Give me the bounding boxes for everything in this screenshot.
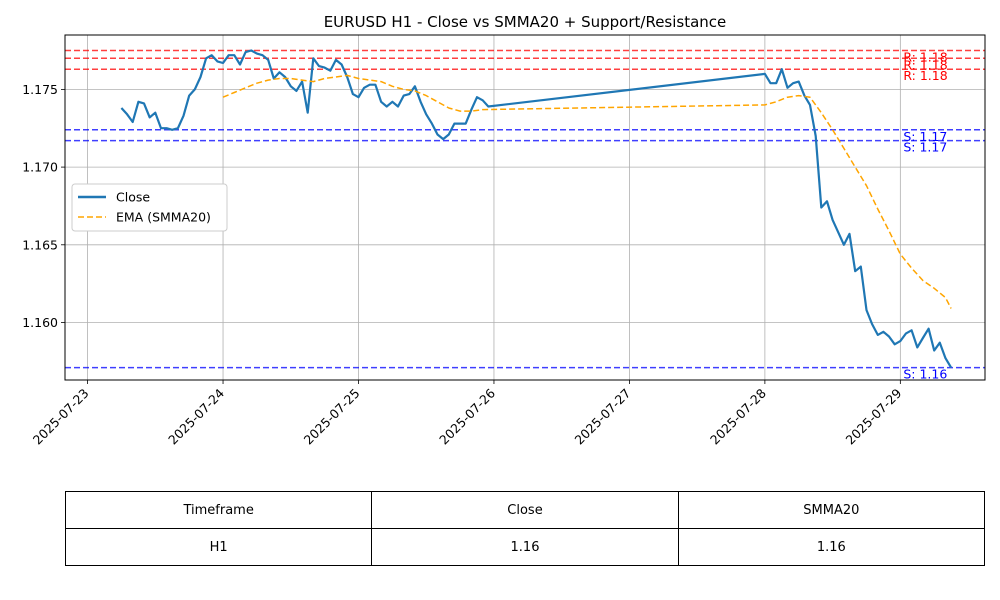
- table-header-cell: SMMA20: [677, 491, 986, 529]
- chart: EURUSD H1 - Close vs SMMA20 + Support/Re…: [22, 13, 986, 448]
- legend-smma-label: EMA (SMMA20): [116, 210, 211, 225]
- x-tick-label: 2025-07-29: [842, 385, 904, 447]
- table-cell: 1.16: [371, 528, 679, 566]
- table-header-cell: Close: [371, 491, 679, 529]
- table-row: H1 1.16 1.16: [64, 528, 986, 566]
- plot-frame: [64, 34, 986, 381]
- table-cell: H1: [64, 528, 373, 566]
- resistance-label: R: 1.18: [903, 50, 947, 65]
- smma20-series-line: [222, 74, 952, 309]
- support-label: S: 1.16: [903, 367, 947, 382]
- summary-table: Timeframe Close SMMA20 H1 1.16 1.16: [64, 491, 986, 566]
- table-cell: 1.16: [677, 528, 986, 566]
- x-tick-label: 2025-07-24: [165, 385, 227, 447]
- y-tick-label: 1.160: [22, 315, 58, 330]
- chart-title: EURUSD H1 - Close vs SMMA20 + Support/Re…: [324, 13, 727, 31]
- x-tick-label: 2025-07-23: [30, 386, 92, 448]
- x-tick-label: 2025-07-25: [301, 386, 363, 448]
- table-header-cell: Timeframe: [64, 491, 373, 529]
- support-label: S: 1.17: [903, 129, 947, 144]
- legend-close-label: Close: [116, 190, 150, 205]
- resistance-label: R: 1.18: [903, 57, 947, 72]
- legend-box: [71, 183, 228, 232]
- y-tick-label: 1.170: [22, 160, 58, 175]
- close-series-line: [120, 49, 953, 369]
- table-header-row: Timeframe Close SMMA20: [64, 491, 986, 529]
- y-tick-label: 1.175: [22, 82, 58, 97]
- x-tick-label: 2025-07-28: [707, 385, 769, 447]
- resistance-label: R: 1.18: [903, 68, 947, 83]
- legend: Close EMA (SMMA20): [71, 183, 228, 232]
- x-tick-label: 2025-07-26: [436, 385, 498, 447]
- x-tick-label: 2025-07-27: [572, 386, 634, 448]
- y-tick-label: 1.165: [22, 237, 58, 252]
- support-label: S: 1.17: [903, 140, 947, 155]
